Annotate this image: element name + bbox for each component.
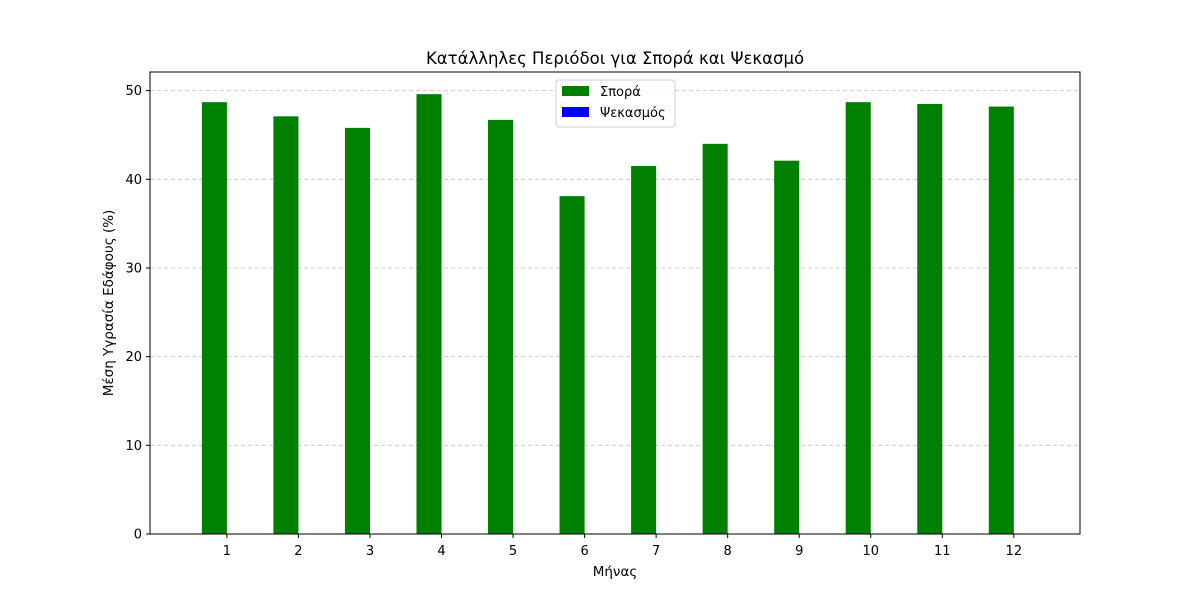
y-tick-label: 50 — [125, 84, 142, 99]
x-tick-label: 5 — [509, 544, 517, 559]
y-axis-label: Μέση Υγρασία Εδάφους (%) — [101, 210, 117, 397]
bar-sowing — [631, 165, 657, 534]
y-tick-label: 0 — [134, 528, 142, 543]
x-tick-label: 11 — [934, 544, 951, 559]
x-tick-label: 2 — [294, 544, 302, 559]
bars — [201, 94, 1014, 535]
y-tick-label: 30 — [125, 261, 142, 276]
bar-sowing — [273, 116, 299, 534]
bar-sowing — [416, 94, 442, 534]
legend-label-sowing: Σπορά — [600, 85, 641, 100]
y-tick-label: 20 — [125, 350, 142, 365]
x-tick-label: 6 — [580, 544, 588, 559]
bar-sowing — [774, 160, 800, 534]
x-tick-label: 8 — [724, 544, 732, 559]
bar-sowing — [344, 127, 370, 534]
bar-sowing — [702, 143, 728, 534]
y-tick-label: 10 — [125, 439, 142, 454]
x-tick-label: 1 — [223, 544, 231, 559]
chart-title: Κατάλληλες Περιόδοι για Σπορά και Ψεκασμ… — [426, 49, 804, 68]
legend-swatch-spraying — [562, 107, 589, 117]
bar-sowing — [845, 102, 871, 534]
bar-sowing — [559, 196, 585, 534]
x-axis-label: Μήνας — [593, 564, 638, 580]
x-axis-ticks: 1 2 3 4 5 6 7 8 9 10 11 12 — [223, 534, 1022, 559]
x-tick-label: 7 — [652, 544, 660, 559]
bar-sowing — [488, 119, 514, 535]
x-tick-label: 3 — [366, 544, 374, 559]
y-axis-ticks: 0 10 20 30 40 50 — [125, 84, 150, 543]
legend-swatch-sowing — [562, 86, 589, 96]
bar-sowing — [917, 103, 943, 535]
x-tick-label: 10 — [862, 544, 879, 559]
x-tick-label: 12 — [1006, 544, 1023, 559]
x-tick-label: 9 — [795, 544, 803, 559]
y-tick-label: 40 — [125, 173, 142, 188]
bar-sowing — [201, 102, 227, 534]
x-tick-label: 4 — [437, 544, 445, 559]
plot-frame — [149, 71, 1081, 535]
bar-sowing — [988, 106, 1014, 534]
legend: Σπορά Ψεκασμός — [555, 79, 676, 128]
legend-label-spraying: Ψεκασμός — [600, 106, 666, 121]
